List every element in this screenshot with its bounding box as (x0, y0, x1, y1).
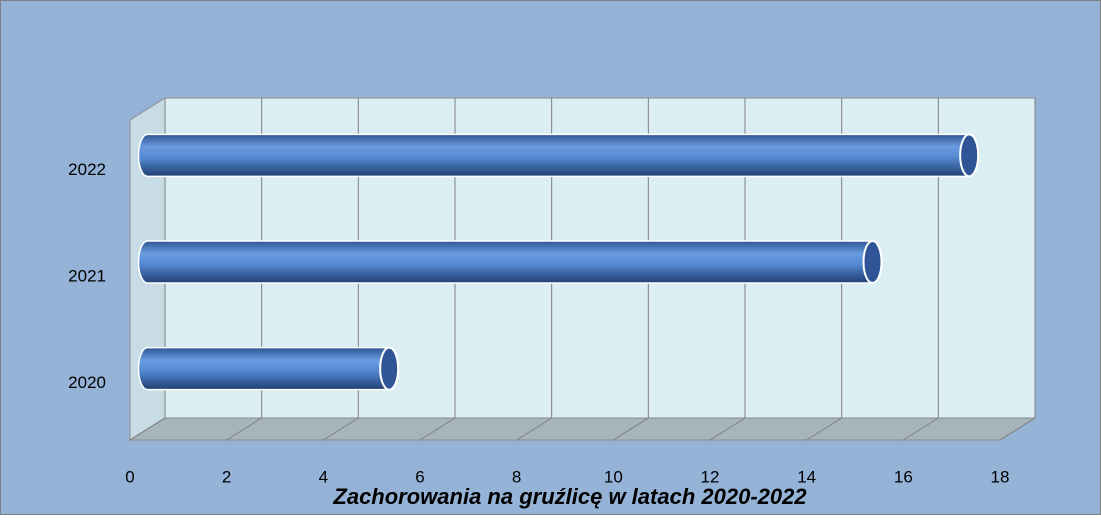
bar-end-cap (379, 346, 400, 391)
x-tick-label: 0 (125, 467, 134, 486)
x-tick-label: 18 (991, 467, 1010, 486)
y-tick-label: 2022 (68, 160, 106, 179)
x-tick-label: 16 (894, 467, 913, 486)
floor-grid-line (999, 417, 1036, 441)
x-tick-label: 6 (415, 467, 424, 486)
y-tick-label: 2021 (68, 266, 106, 285)
bar (137, 133, 979, 178)
floor-grid-line (613, 417, 649, 441)
floor-grid-line (129, 417, 166, 441)
chart-title: Zachorowania na gruźlicę w latach 2020-2… (332, 484, 807, 509)
floor-grid-line (709, 417, 746, 441)
bar (137, 240, 883, 284)
floor-grid-line (323, 417, 359, 441)
floor-grid-line (516, 417, 552, 441)
floor (128, 417, 1037, 441)
bar-end-cap (862, 240, 883, 284)
x-tick-label: 2 (222, 467, 231, 486)
bar-end-cap (959, 133, 980, 178)
floor-grid-line (226, 417, 262, 441)
x-tick-label: 14 (797, 467, 816, 486)
floor-grid-line (419, 417, 456, 441)
x-tick-label: 12 (701, 467, 720, 486)
y-tick-label: 2020 (68, 373, 106, 392)
x-tick-label: 4 (319, 467, 328, 486)
bar (137, 346, 399, 391)
floor-grid-line (806, 417, 842, 441)
plot-area (128, 97, 1037, 441)
x-tick-label: 8 (512, 467, 521, 486)
floor-grid-line (903, 417, 939, 441)
x-tick-label: 10 (604, 467, 623, 486)
